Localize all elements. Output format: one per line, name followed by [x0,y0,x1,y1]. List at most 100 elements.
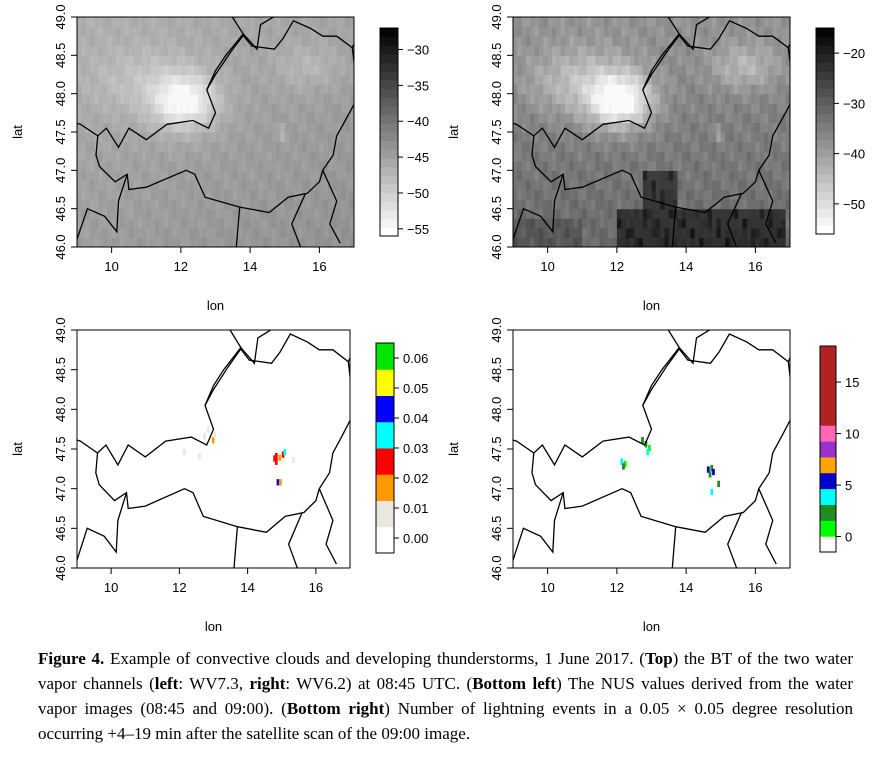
heatmap-cell [111,141,117,152]
heatmap-cell [655,189,661,200]
heatmap-cell [133,208,139,219]
heatmap-cell [538,64,544,76]
heatmap-cell [534,227,540,239]
heatmap-cell [180,103,186,114]
heatmap-cell [81,237,87,247]
heatmap-cell [254,132,260,143]
heatmap-cell [319,189,325,200]
heatmap-cell [228,170,234,181]
heatmap-cell [159,189,165,200]
heatmap-cell [297,218,303,229]
heatmap-cell [154,160,160,171]
heatmap-cell [764,64,769,76]
heatmap-cell [276,74,282,85]
heatmap-cell [564,189,570,200]
heatmap-cell [699,36,705,47]
heatmap-cell [725,93,731,104]
heatmap-cell [781,74,787,85]
heatmap-cell [176,199,182,210]
heatmap-cell [241,26,247,37]
data-cell [710,464,714,472]
heatmap-cell [655,227,661,239]
heatmap-cell [206,17,212,28]
colorbar-segment [380,184,398,194]
heatmap-cell [616,189,622,200]
heatmap-cell [755,64,761,76]
heatmap-cell [738,122,743,133]
heatmap-cell [167,189,173,200]
heatmap-cell [193,237,199,247]
heatmap-cell [224,160,230,171]
heatmap-cell [664,151,670,162]
heatmap-cell [315,218,320,229]
heatmap-cell [319,208,325,219]
heatmap-cell [115,112,121,124]
heatmap-cell [202,122,208,133]
heatmap-cell [573,189,579,200]
heatmap-cell [137,84,143,95]
heatmap-cell [603,17,609,28]
heatmap-cell [569,26,575,37]
heatmap-cell [328,55,333,66]
heatmap-cell [772,64,778,76]
heatmap-cell [781,45,787,56]
heatmap-cell [319,17,325,28]
heatmap-cell [634,17,640,28]
heatmap-cell [345,36,351,47]
heatmap-cell [608,36,614,47]
heatmap-cell [538,208,544,219]
heatmap-cell [254,189,260,200]
heatmap-cell [681,179,687,191]
colorbar-segment [820,472,836,490]
heatmap-cell [564,141,570,152]
heatmap-cell [621,93,627,104]
heatmap-cell [315,84,320,95]
heatmap-cell [564,151,570,162]
heatmap-cell [707,26,713,37]
heatmap-cell [681,84,687,95]
heatmap-cell [276,170,282,181]
heatmap-cell [595,17,601,28]
heatmap-cell [586,189,592,200]
heatmap-cell [694,103,700,114]
heatmap-cell [664,189,670,200]
heatmap-cell [120,103,126,114]
heatmap-cell [534,55,540,66]
heatmap-cell [772,93,778,104]
heatmap-cell [224,55,230,66]
heatmap-cell [120,237,126,247]
heatmap-cell [629,141,635,152]
heatmap-cell [603,170,609,181]
heatmap-cell [612,84,618,95]
heatmap-cell [655,64,661,76]
heatmap-cell [150,151,156,162]
heatmap-cell [746,132,752,143]
heatmap-cell [180,160,186,171]
heatmap-cell [764,103,769,114]
heatmap-cell [733,151,739,162]
heatmap-cell [267,112,273,124]
heatmap-cell [573,55,579,66]
heatmap-cell [120,17,126,28]
heatmap-cell [94,64,100,76]
heatmap-cell [289,64,295,76]
heatmap-cell [263,141,269,152]
heatmap-cell [781,112,787,124]
heatmap-cell [319,227,325,239]
heatmap-cell [673,55,679,66]
heatmap-cell [310,189,316,200]
heatmap-cell [603,122,609,133]
heatmap-cell [690,132,696,143]
heatmap-cell [250,199,256,210]
heatmap-cell [302,26,307,37]
heatmap-cell [280,151,286,162]
heatmap-cell [733,103,739,114]
heatmap-cell [124,189,130,200]
heatmap-cell [345,179,351,191]
heatmap-cell [349,36,354,47]
heatmap-cell [193,179,199,191]
heatmap-cell [668,36,674,47]
y-tick-label: 47.0 [489,158,504,183]
heatmap-cell [349,208,354,219]
heatmap-cell [720,122,726,133]
